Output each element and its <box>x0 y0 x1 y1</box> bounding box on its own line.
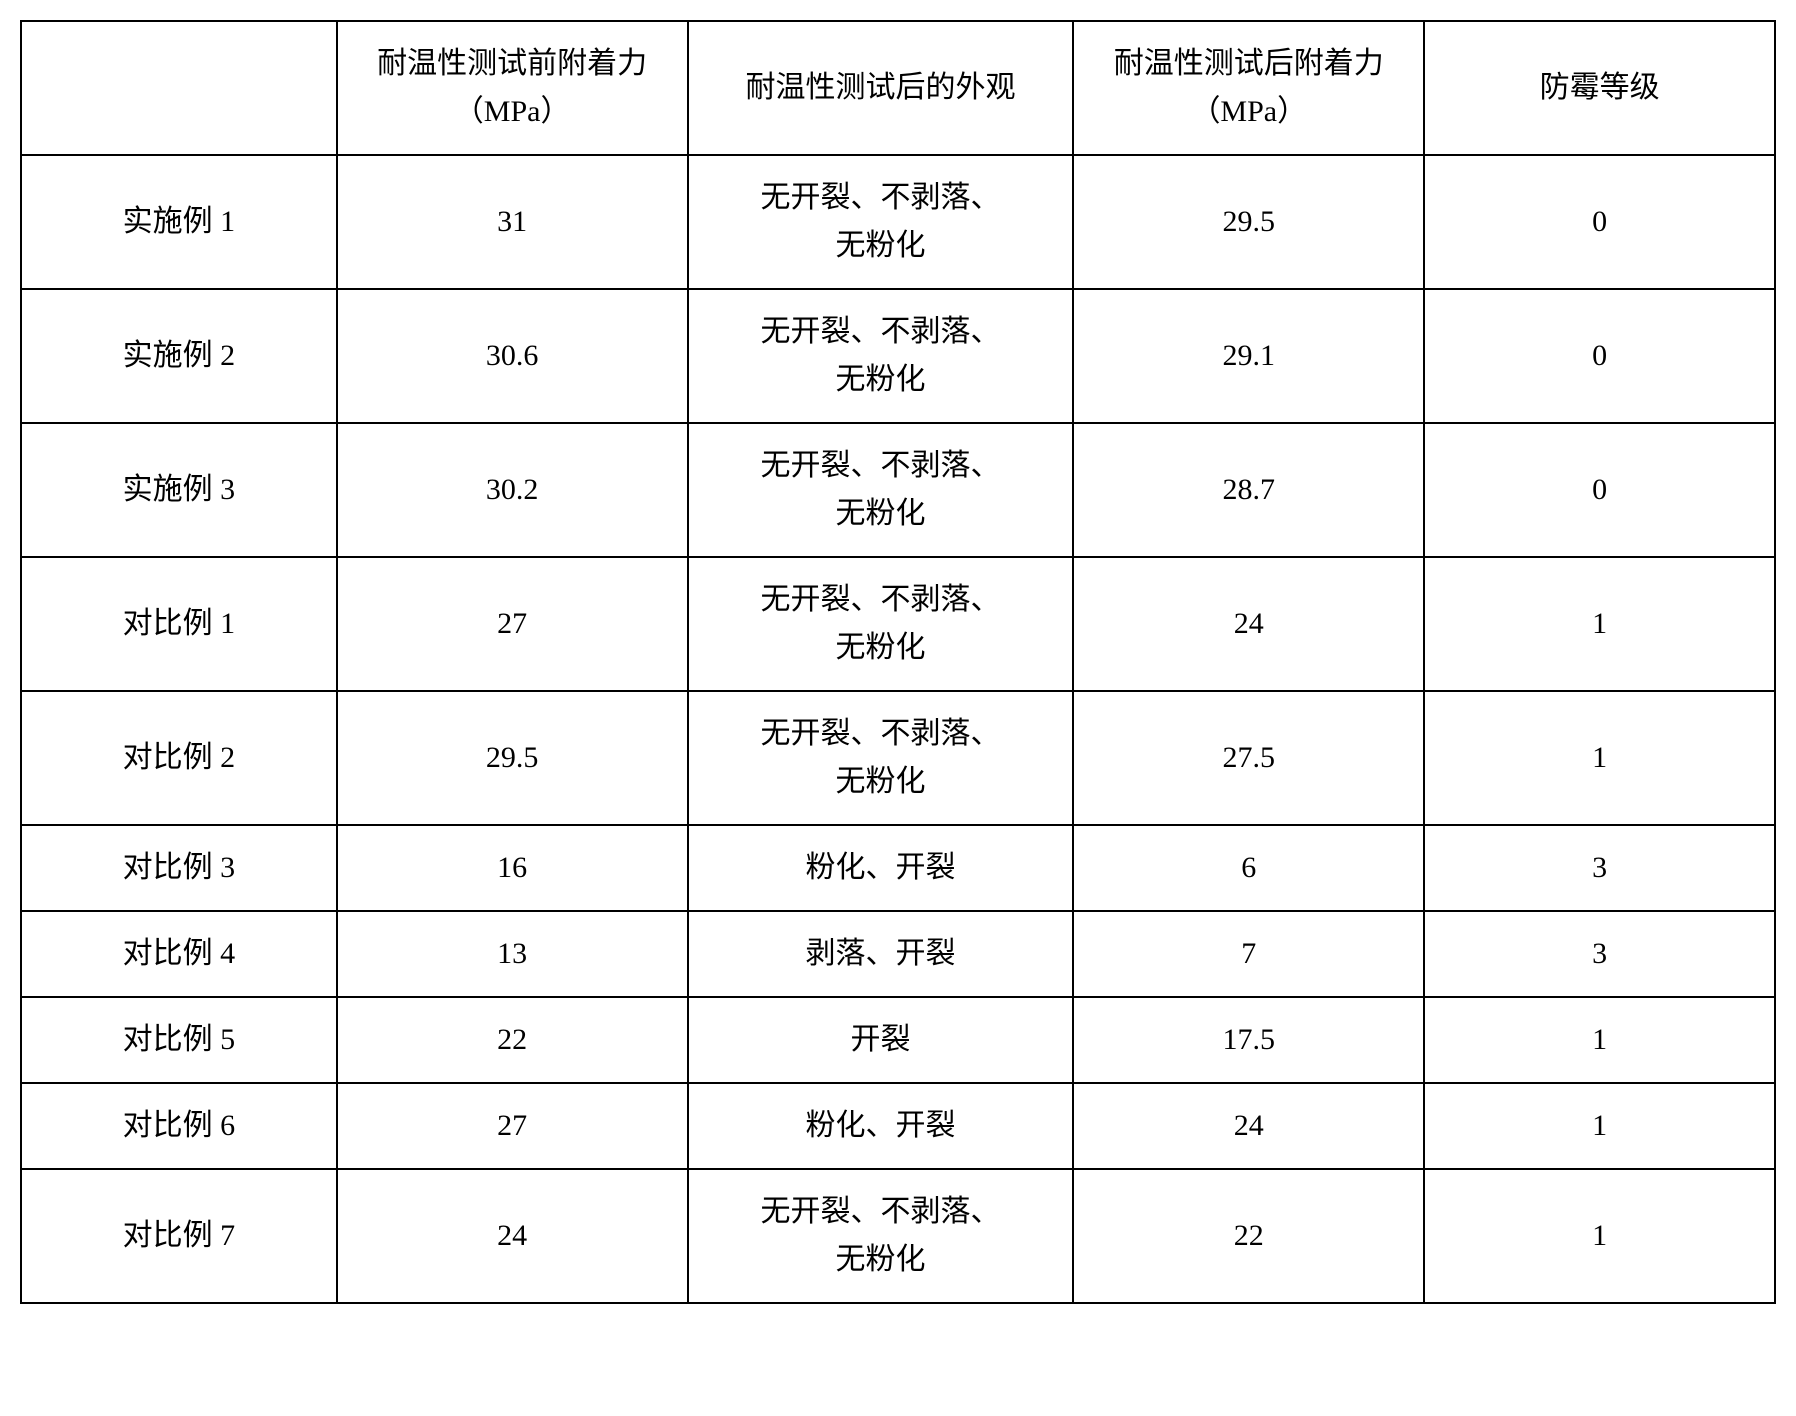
results-table: 耐温性测试前附着力（MPa） 耐温性测试后的外观 耐温性测试后附着力（MPa） … <box>20 20 1776 1304</box>
cell-name: 对比例 3 <box>21 825 337 911</box>
cell-name: 实施例 2 <box>21 289 337 423</box>
cell-post-adhesion: 29.1 <box>1073 289 1424 423</box>
cell-appearance: 粉化、开裂 <box>688 825 1074 911</box>
table-row: 实施例 3 30.2 无开裂、不剥落、 无粉化 28.7 0 <box>21 423 1775 557</box>
cell-name: 对比例 6 <box>21 1083 337 1169</box>
col-header-mold-grade: 防霉等级 <box>1424 21 1775 155</box>
cell-name: 对比例 1 <box>21 557 337 691</box>
cell-appearance: 开裂 <box>688 997 1074 1083</box>
cell-name: 对比例 4 <box>21 911 337 997</box>
table-body: 实施例 1 31 无开裂、不剥落、 无粉化 29.5 0 实施例 2 30.6 … <box>21 155 1775 1303</box>
cell-mold-grade: 3 <box>1424 825 1775 911</box>
cell-post-adhesion: 22 <box>1073 1169 1424 1303</box>
table-row: 对比例 1 27 无开裂、不剥落、 无粉化 24 1 <box>21 557 1775 691</box>
cell-mold-grade: 0 <box>1424 289 1775 423</box>
cell-post-adhesion: 24 <box>1073 557 1424 691</box>
cell-mold-grade: 1 <box>1424 557 1775 691</box>
cell-appearance: 无开裂、不剥落、 无粉化 <box>688 289 1074 423</box>
table-row: 对比例 7 24 无开裂、不剥落、 无粉化 22 1 <box>21 1169 1775 1303</box>
table-row: 对比例 2 29.5 无开裂、不剥落、 无粉化 27.5 1 <box>21 691 1775 825</box>
col-header-name <box>21 21 337 155</box>
cell-mold-grade: 1 <box>1424 691 1775 825</box>
cell-name: 对比例 5 <box>21 997 337 1083</box>
cell-post-adhesion: 27.5 <box>1073 691 1424 825</box>
cell-name: 对比例 7 <box>21 1169 337 1303</box>
cell-pre-adhesion: 27 <box>337 557 688 691</box>
cell-pre-adhesion: 27 <box>337 1083 688 1169</box>
cell-appearance: 无开裂、不剥落、 无粉化 <box>688 691 1074 825</box>
col-header-pre-adhesion: 耐温性测试前附着力（MPa） <box>337 21 688 155</box>
table-row: 对比例 4 13 剥落、开裂 7 3 <box>21 911 1775 997</box>
cell-pre-adhesion: 30.2 <box>337 423 688 557</box>
cell-mold-grade: 3 <box>1424 911 1775 997</box>
cell-appearance: 无开裂、不剥落、 无粉化 <box>688 423 1074 557</box>
cell-pre-adhesion: 30.6 <box>337 289 688 423</box>
table-row: 对比例 3 16 粉化、开裂 6 3 <box>21 825 1775 911</box>
cell-name: 实施例 1 <box>21 155 337 289</box>
cell-name: 实施例 3 <box>21 423 337 557</box>
table-row: 实施例 2 30.6 无开裂、不剥落、 无粉化 29.1 0 <box>21 289 1775 423</box>
cell-appearance: 无开裂、不剥落、 无粉化 <box>688 155 1074 289</box>
table-row: 对比例 6 27 粉化、开裂 24 1 <box>21 1083 1775 1169</box>
cell-appearance: 无开裂、不剥落、 无粉化 <box>688 557 1074 691</box>
cell-pre-adhesion: 22 <box>337 997 688 1083</box>
cell-pre-adhesion: 24 <box>337 1169 688 1303</box>
cell-post-adhesion: 6 <box>1073 825 1424 911</box>
cell-name: 对比例 2 <box>21 691 337 825</box>
table-row: 实施例 1 31 无开裂、不剥落、 无粉化 29.5 0 <box>21 155 1775 289</box>
cell-pre-adhesion: 16 <box>337 825 688 911</box>
table-header-row: 耐温性测试前附着力（MPa） 耐温性测试后的外观 耐温性测试后附着力（MPa） … <box>21 21 1775 155</box>
col-header-appearance: 耐温性测试后的外观 <box>688 21 1074 155</box>
cell-mold-grade: 1 <box>1424 1169 1775 1303</box>
cell-mold-grade: 1 <box>1424 997 1775 1083</box>
cell-pre-adhesion: 13 <box>337 911 688 997</box>
cell-mold-grade: 0 <box>1424 155 1775 289</box>
results-table-container: 耐温性测试前附着力（MPa） 耐温性测试后的外观 耐温性测试后附着力（MPa） … <box>20 20 1776 1304</box>
table-row: 对比例 5 22 开裂 17.5 1 <box>21 997 1775 1083</box>
cell-pre-adhesion: 29.5 <box>337 691 688 825</box>
col-header-post-adhesion: 耐温性测试后附着力（MPa） <box>1073 21 1424 155</box>
cell-appearance: 粉化、开裂 <box>688 1083 1074 1169</box>
cell-appearance: 无开裂、不剥落、 无粉化 <box>688 1169 1074 1303</box>
cell-post-adhesion: 7 <box>1073 911 1424 997</box>
cell-post-adhesion: 28.7 <box>1073 423 1424 557</box>
cell-pre-adhesion: 31 <box>337 155 688 289</box>
cell-appearance: 剥落、开裂 <box>688 911 1074 997</box>
cell-mold-grade: 0 <box>1424 423 1775 557</box>
cell-mold-grade: 1 <box>1424 1083 1775 1169</box>
cell-post-adhesion: 24 <box>1073 1083 1424 1169</box>
cell-post-adhesion: 29.5 <box>1073 155 1424 289</box>
cell-post-adhesion: 17.5 <box>1073 997 1424 1083</box>
